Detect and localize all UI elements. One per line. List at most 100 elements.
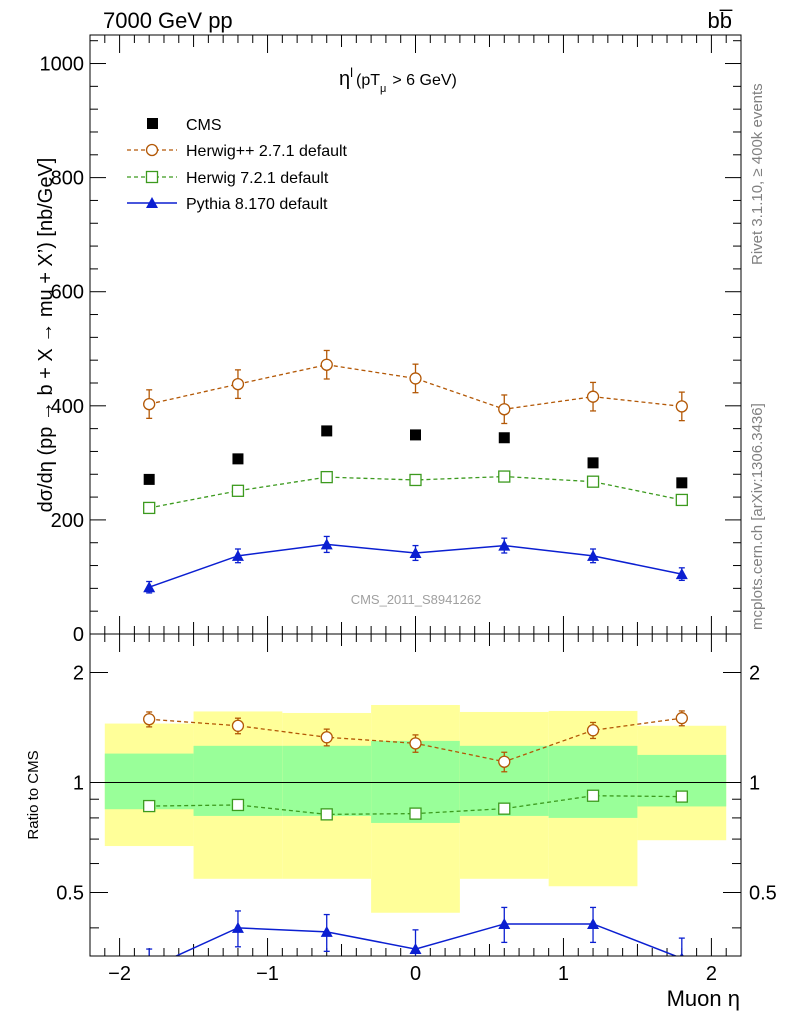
ratio-y-tick-label-right: 0.5 xyxy=(749,882,777,904)
main-y-tick-label: 0 xyxy=(73,624,84,646)
data-point-pythia xyxy=(587,549,600,561)
data-point-herwig7 xyxy=(320,470,333,484)
ratio-point-herwigpp xyxy=(586,724,600,737)
data-point-cms xyxy=(410,429,421,441)
title-sub: μ xyxy=(380,83,386,95)
ratio-y-tick-label-right: 2 xyxy=(749,663,760,685)
ratio-point-herwig7 xyxy=(231,798,245,812)
ratio-point-herwigpp xyxy=(409,737,422,750)
legend-marker-herwig7 xyxy=(145,170,159,184)
ratio-point-herwig7 xyxy=(675,790,688,803)
data-point-cms xyxy=(143,473,155,485)
data-point-herwigpp xyxy=(586,390,600,403)
legend-label-cms: CMS xyxy=(186,117,222,134)
data-point-cms xyxy=(321,425,333,437)
legend-marker-pythia xyxy=(146,197,158,208)
title-sup: l xyxy=(350,65,353,80)
ratio-point-herwigpp xyxy=(143,713,156,726)
data-point-herwig7 xyxy=(231,484,245,497)
ratio-y-tick-label-right: 1 xyxy=(749,773,760,795)
mcplots-credit-label: mcplots.cern.ch [arXiv:1306.3436] xyxy=(749,403,766,630)
analysis-watermark: CMS_2011_S8941262 xyxy=(351,592,482,607)
legend-label-herwig7: Herwig 7.2.1 default xyxy=(186,170,329,187)
ratio-y-tick-label-left: 2 xyxy=(73,663,84,685)
ratio-y-axis-label: Ratio to CMS xyxy=(25,750,42,839)
ratio-point-pythia xyxy=(679,952,684,956)
ratio-plot-frame xyxy=(89,633,742,957)
ratio-point-herwig7 xyxy=(320,808,333,821)
data-point-herwig7 xyxy=(143,501,156,515)
data-point-herwigpp xyxy=(231,377,245,391)
data-point-cms xyxy=(587,457,599,469)
ratio-point-pythia xyxy=(143,962,155,973)
ratio-point-herwigpp xyxy=(498,755,511,768)
data-point-herwigpp xyxy=(409,372,422,385)
ratio-y-tick-label-left: 1 xyxy=(73,773,84,795)
ratio-point-pythia xyxy=(231,921,244,933)
data-point-herwig7 xyxy=(498,470,511,483)
legend-label-pythia: Pythia 8.170 default xyxy=(186,196,328,213)
ratio-point-herwig7 xyxy=(143,799,156,813)
data-point-cms xyxy=(676,477,688,489)
ratio-point-herwigpp xyxy=(675,712,688,725)
data-point-pythia xyxy=(231,549,244,561)
ratio-uncertainty-bands xyxy=(90,704,741,913)
title-eta: η xyxy=(339,68,350,90)
data-point-pythia xyxy=(320,538,333,550)
ratio-y-tick-label-left: 0.5 xyxy=(56,882,84,904)
data-point-pythia xyxy=(143,581,156,593)
x-tick-label: 1 xyxy=(558,963,569,985)
main-y-tick-label: 200 xyxy=(51,510,84,532)
x-tick-label: −1 xyxy=(256,963,279,985)
data-point-herwig7 xyxy=(409,473,422,487)
x-tick-label: 0 xyxy=(410,963,421,985)
data-point-herwigpp xyxy=(320,358,333,371)
rivet-version-label: Rivet 3.1.10, ≥ 400k events xyxy=(749,83,766,265)
main-y-tick-label: 400 xyxy=(51,396,84,418)
band-inner xyxy=(282,745,372,816)
data-point-pythia xyxy=(498,539,511,551)
ratio-point-pythia xyxy=(587,917,600,929)
data-point-herwig7 xyxy=(586,475,600,488)
ratio-point-herwig7 xyxy=(498,802,511,815)
header-right-label: bb̅ xyxy=(708,8,733,33)
main-y-axis-label: dσ/dη (pp → b + X → mu + X’) [nb/GeV] xyxy=(35,158,57,513)
data-point-herwig7 xyxy=(675,493,688,507)
main-y-tick-label: 800 xyxy=(51,168,84,190)
main-plot-series xyxy=(143,349,688,594)
ratio-plot-series xyxy=(143,710,688,973)
band-inner xyxy=(548,745,638,818)
ratio-plot-panel: 0.5 0.5 1 1 2 2 −2 −1 0 1 2 Ratio to CMS Muon η xyxy=(25,633,777,1011)
title-open: (pT xyxy=(356,72,380,89)
x-tick-label: 2 xyxy=(706,963,717,985)
main-y-tick-label: 600 xyxy=(51,282,84,304)
ratio-plot-axis-ticks: 0.5 0.5 1 1 2 2 −2 −1 0 1 2 xyxy=(56,634,777,985)
ratio-point-pythia xyxy=(498,917,511,929)
legend-marker-cms xyxy=(147,118,158,129)
title-cut: > 6 GeV) xyxy=(392,72,456,89)
main-plot-panel: 0 200 400 600 800 1000 ηl (pTμ > 6 GeV) CMS_201… xyxy=(35,34,742,646)
data-point-pythia xyxy=(409,546,422,558)
legend: CMS Herwig++ 2.7.1 default Herwig 7.2.1 … xyxy=(127,117,348,213)
ratio-point-herwigpp xyxy=(320,731,333,744)
ratio-point-herwig7 xyxy=(409,807,422,820)
plot-title: ηl (pTμ > 6 GeV) xyxy=(339,65,457,95)
header-left-label: 7000 GeV pp xyxy=(103,8,233,33)
main-y-tick-label: 1000 xyxy=(40,54,85,76)
x-axis-label: Muon η xyxy=(667,986,740,1011)
data-point-herwigpp xyxy=(498,403,511,416)
x-tick-label: −2 xyxy=(108,963,131,985)
ratio-point-herwigpp xyxy=(231,719,245,732)
ratio-point-pythia xyxy=(409,943,422,955)
data-point-pythia xyxy=(675,568,688,580)
ratio-point-pythia xyxy=(320,925,333,937)
legend-label-herwigpp: Herwig++ 2.7.1 default xyxy=(186,143,348,160)
data-point-herwigpp xyxy=(675,400,688,413)
main-plot-axis-ticks: 0 200 400 600 800 1000 xyxy=(40,35,742,646)
data-point-cms xyxy=(498,432,510,444)
legend-marker-herwigpp xyxy=(145,143,159,157)
data-point-herwigpp xyxy=(143,397,156,411)
data-point-cms xyxy=(232,453,244,465)
ratio-point-herwig7 xyxy=(586,789,600,802)
